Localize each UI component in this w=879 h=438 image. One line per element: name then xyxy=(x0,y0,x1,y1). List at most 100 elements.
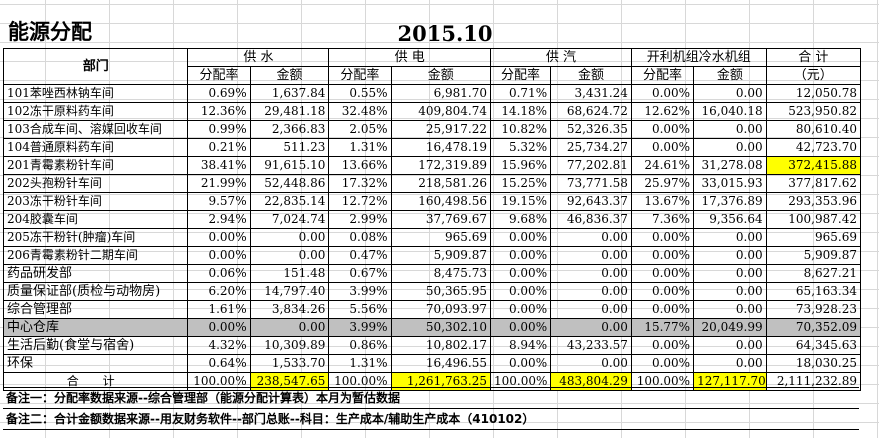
chiller-rate-cell[interactable]: 24.61% xyxy=(630,156,695,175)
dept-cell[interactable]: 104普通原料药车间 xyxy=(2,138,189,157)
chiller-rate-cell[interactable]: 0.00% xyxy=(630,120,695,139)
water-rate-cell[interactable]: 0.00% xyxy=(187,318,251,337)
water-rate-cell[interactable]: 21.99% xyxy=(187,174,251,193)
chiller-amount-cell[interactable]: 0.00 xyxy=(693,282,767,301)
steam-rate-cell[interactable]: 0.00% xyxy=(489,246,552,265)
header-water-rate[interactable]: 分配率 xyxy=(187,66,251,85)
power-rate-cell[interactable]: 0.86% xyxy=(328,336,392,355)
water-amount-cell[interactable]: 7,024.74 xyxy=(249,210,330,229)
header-total-unit[interactable]: （元） xyxy=(765,66,862,85)
power-rate-cell[interactable]: 0.55% xyxy=(328,84,392,103)
header-power[interactable]: 供 电 xyxy=(328,48,491,67)
total-power-amount[interactable]: 1,261,763.25 xyxy=(390,372,492,391)
header-water-amount[interactable]: 金额 xyxy=(249,66,330,85)
chiller-amount-cell[interactable]: 0.00 xyxy=(693,300,767,319)
steam-amount-cell[interactable]: 52,326.35 xyxy=(550,120,632,139)
power-amount-cell[interactable]: 6,981.70 xyxy=(390,84,492,103)
total-cell[interactable]: 42,723.70 xyxy=(765,138,862,157)
chiller-rate-cell[interactable]: 0.00% xyxy=(630,300,695,319)
chiller-amount-cell[interactable]: 17,376.89 xyxy=(693,192,767,211)
chiller-rate-cell[interactable]: 0.00% xyxy=(630,228,695,247)
water-amount-cell[interactable]: 511.23 xyxy=(249,138,330,157)
total-cell[interactable]: 5,909.87 xyxy=(765,246,862,265)
steam-rate-cell[interactable]: 0.00% xyxy=(489,318,552,337)
steam-rate-cell[interactable]: 5.32% xyxy=(489,138,552,157)
chiller-amount-cell[interactable]: 0.00 xyxy=(693,354,767,373)
total-chiller-rate[interactable]: 100.00% xyxy=(630,372,695,391)
steam-amount-cell[interactable]: 73,771.58 xyxy=(550,174,632,193)
dept-cell[interactable]: 204胶囊车间 xyxy=(2,210,189,229)
steam-rate-cell[interactable]: 8.94% xyxy=(489,336,552,355)
total-chiller-amount[interactable]: 127,117.70 xyxy=(693,372,767,391)
total-cell[interactable]: 100,987.42 xyxy=(765,210,862,229)
header-steam[interactable]: 供 汽 xyxy=(490,48,632,67)
power-rate-cell[interactable]: 17.32% xyxy=(328,174,392,193)
water-amount-cell[interactable]: 0.00 xyxy=(249,228,330,247)
water-rate-cell[interactable]: 0.00% xyxy=(187,228,251,247)
power-amount-cell[interactable]: 50,365.95 xyxy=(390,282,492,301)
header-chiller-amount[interactable]: 金额 xyxy=(693,66,767,85)
sheet-title[interactable]: 能源分配 xyxy=(8,20,92,44)
power-amount-cell[interactable]: 10,802.17 xyxy=(390,336,492,355)
chiller-amount-cell[interactable]: 20,049.99 xyxy=(693,318,767,337)
water-amount-cell[interactable]: 0.00 xyxy=(249,246,330,265)
power-amount-cell[interactable]: 160,498.56 xyxy=(390,192,492,211)
chiller-amount-cell[interactable]: 0.00 xyxy=(693,246,767,265)
total-cell[interactable]: 64,345.63 xyxy=(765,336,862,355)
header-power-amount[interactable]: 金额 xyxy=(390,66,492,85)
power-amount-cell[interactable]: 16,496.55 xyxy=(390,354,492,373)
water-amount-cell[interactable]: 91,615.10 xyxy=(249,156,330,175)
water-amount-cell[interactable]: 151.48 xyxy=(249,264,330,283)
power-rate-cell[interactable]: 2.99% xyxy=(328,210,392,229)
chiller-amount-cell[interactable]: 16,040.18 xyxy=(693,102,767,121)
note-2[interactable]: 备注二：合计金额数据来源--用友财务软件--部门总账--科目：生产成本/辅助生产… xyxy=(3,409,859,430)
chiller-rate-cell[interactable]: 0.00% xyxy=(630,138,695,157)
chiller-rate-cell[interactable]: 0.00% xyxy=(630,84,695,103)
steam-rate-cell[interactable]: 9.68% xyxy=(489,210,552,229)
water-amount-cell[interactable]: 1,533.70 xyxy=(249,354,330,373)
total-cell[interactable]: 73,928.23 xyxy=(765,300,862,319)
chiller-rate-cell[interactable]: 13.67% xyxy=(630,192,695,211)
power-rate-cell[interactable]: 3.99% xyxy=(328,282,392,301)
dept-cell[interactable]: 206青霉素粉针二期车间 xyxy=(2,246,189,265)
power-amount-cell[interactable]: 37,769.67 xyxy=(390,210,492,229)
power-rate-cell[interactable]: 1.31% xyxy=(328,138,392,157)
steam-amount-cell[interactable]: 43,233.57 xyxy=(550,336,632,355)
period-label[interactable]: 2015.10 xyxy=(397,21,493,46)
steam-amount-cell[interactable]: 0.00 xyxy=(550,318,632,337)
power-rate-cell[interactable]: 0.08% xyxy=(328,228,392,247)
dept-cell[interactable]: 质量保证部(质检与动物房) xyxy=(2,282,189,301)
total-cell[interactable]: 377,817.62 xyxy=(765,174,862,193)
power-rate-cell[interactable]: 13.66% xyxy=(328,156,392,175)
water-amount-cell[interactable]: 22,835.14 xyxy=(249,192,330,211)
power-amount-cell[interactable]: 25,917.22 xyxy=(390,120,492,139)
steam-rate-cell[interactable]: 0.71% xyxy=(489,84,552,103)
total-steam-amount[interactable]: 483,804.29 xyxy=(550,372,632,391)
power-amount-cell[interactable]: 965.69 xyxy=(390,228,492,247)
dept-cell[interactable]: 203冻干粉针车间 xyxy=(2,192,189,211)
power-rate-cell[interactable]: 32.48% xyxy=(328,102,392,121)
total-cell[interactable]: 70,352.09 xyxy=(765,318,862,337)
chiller-rate-cell[interactable]: 25.97% xyxy=(630,174,695,193)
water-amount-cell[interactable]: 29,481.18 xyxy=(249,102,330,121)
power-rate-cell[interactable]: 1.31% xyxy=(328,354,392,373)
steam-amount-cell[interactable]: 0.00 xyxy=(550,354,632,373)
chiller-rate-cell[interactable]: 12.62% xyxy=(630,102,695,121)
dept-cell[interactable]: 生活后勤(食堂与宿舍) xyxy=(2,336,189,355)
power-rate-cell[interactable]: 0.67% xyxy=(328,264,392,283)
header-chiller[interactable]: 开利机组冷水机组 xyxy=(630,48,767,67)
steam-rate-cell[interactable]: 0.00% xyxy=(489,228,552,247)
water-rate-cell[interactable]: 38.41% xyxy=(187,156,251,175)
steam-amount-cell[interactable]: 0.00 xyxy=(550,246,632,265)
header-steam-amount[interactable]: 金额 xyxy=(550,66,632,85)
chiller-amount-cell[interactable]: 33,015.93 xyxy=(693,174,767,193)
water-amount-cell[interactable]: 10,309.89 xyxy=(249,336,330,355)
steam-rate-cell[interactable]: 19.15% xyxy=(489,192,552,211)
power-amount-cell[interactable]: 218,581.26 xyxy=(390,174,492,193)
steam-amount-cell[interactable]: 0.00 xyxy=(550,228,632,247)
total-cell[interactable]: 8,627.21 xyxy=(765,264,862,283)
dept-cell[interactable]: 103合成车间、溶媒回收车间 xyxy=(2,120,189,139)
dept-cell[interactable]: 201青霉素粉针车间 xyxy=(2,156,189,175)
power-rate-cell[interactable]: 0.47% xyxy=(328,246,392,265)
power-rate-cell[interactable]: 5.56% xyxy=(328,300,392,319)
